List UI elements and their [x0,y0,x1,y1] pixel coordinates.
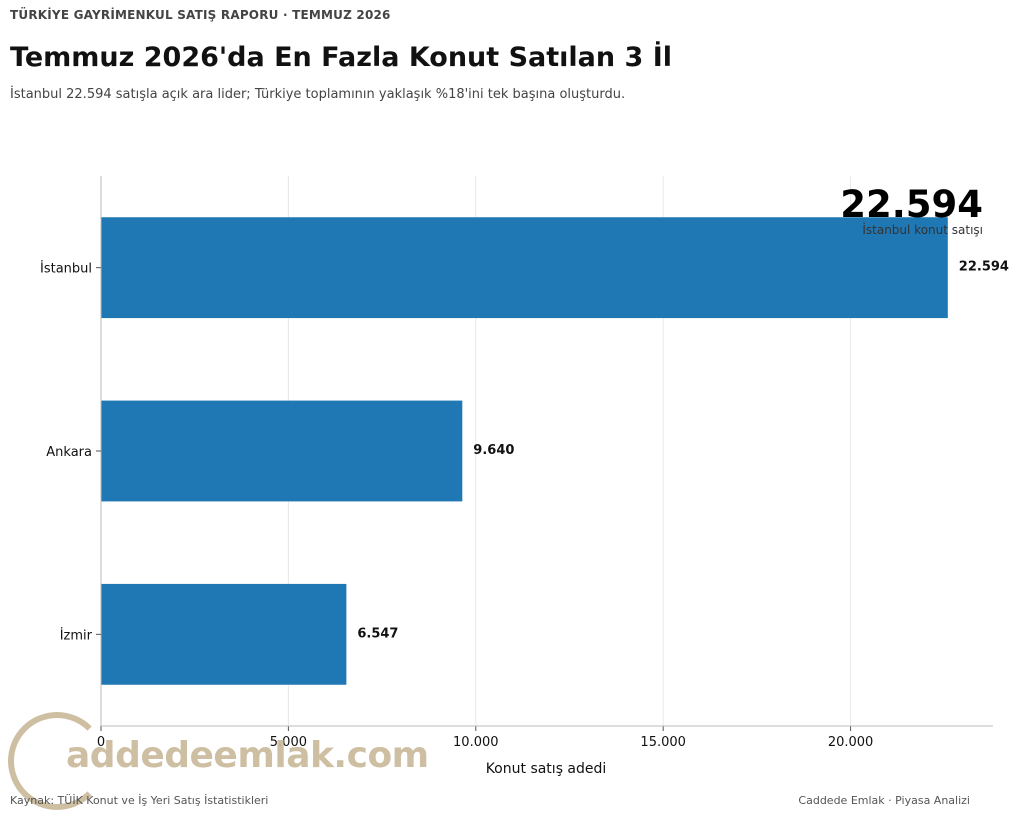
callout-value: 22.594 [840,183,983,226]
watermark-logo-icon [8,712,106,810]
source-note: Kaynak: TÜİK Konut ve İş Yeri Satış İsta… [10,794,269,807]
category-label: İstanbul [40,261,92,277]
bars [101,217,948,685]
bar-2 [101,583,347,685]
category-label: İzmir [60,627,93,643]
x-axis-label: Konut satış adedi [486,761,607,777]
category-label: Ankara [46,445,92,460]
brand-note: Caddede Emlak · Piyasa Analizi [798,794,970,807]
report-kicker: TÜRKİYE GAYRİMENKUL SATIŞ RAPORU · TEMMU… [10,8,391,22]
chart-title: Temmuz 2026'da En Fazla Konut Satılan 3 … [10,42,673,73]
axes: 0 5.000 10.000 15.000 20.000İstanbulAnkaraİz… [40,176,993,750]
bar-0 [101,217,948,319]
chart-subtitle: İstanbul 22.594 satışla açık ara lider; … [10,87,626,102]
value-labels: 22.594 9.640 6.547 [357,260,1009,642]
value-label: 9.640 [473,443,514,458]
value-label: 22.594 [959,260,1009,275]
watermark-text: addedeemlak.com [66,735,429,776]
x-tick-label: 15.000 [640,735,686,750]
x-tick-label: 10.000 [453,735,499,750]
value-label: 6.547 [357,626,398,641]
bar-1 [101,400,463,502]
x-tick-label: 20.000 [828,735,874,750]
x-tick-label: 5.000 [270,735,307,750]
callout-label: İstanbul konut satışı [862,222,983,237]
